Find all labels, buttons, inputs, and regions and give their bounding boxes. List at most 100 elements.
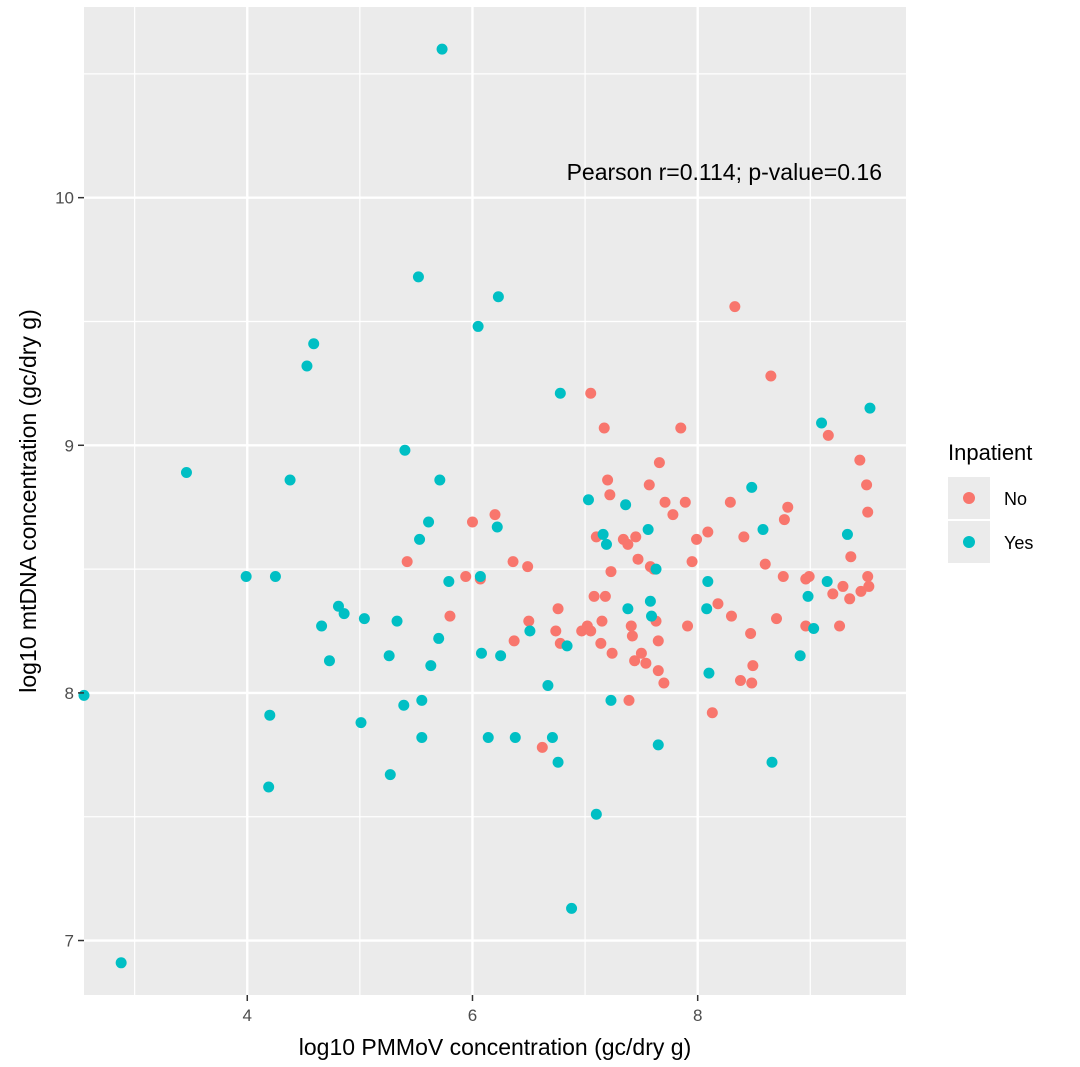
data-point-no [632,553,644,565]
data-point-no [854,454,866,466]
data-point-yes [509,731,521,743]
y-axis: 7 8 9 10 [55,189,84,951]
data-point-no [691,533,703,545]
data-point-yes [264,709,276,721]
data-point-no [598,422,610,434]
data-point-yes [284,474,296,486]
legend: Inpatient No Yes [948,440,1033,563]
data-point-yes [600,538,612,550]
data-point-no [706,707,718,719]
data-point-no [596,615,608,627]
data-point-yes [491,521,503,533]
data-point-no [635,647,647,659]
data-point-yes [433,632,445,644]
data-point-no [712,598,724,610]
data-point-yes [434,474,446,486]
data-point-yes [766,756,778,768]
data-point-no [652,635,664,647]
data-point-no [777,571,789,583]
data-point-yes [808,623,820,635]
data-point-yes [620,499,632,511]
data-point-no [653,457,665,469]
data-point-yes [180,467,192,479]
data-point-no [630,531,642,543]
data-point-no [682,620,694,632]
data-point-no [626,630,638,642]
data-point-no [702,526,714,538]
legend-label-yes: Yes [1004,533,1033,553]
legend-label-no: No [1004,489,1027,509]
data-point-yes [492,291,504,303]
data-point-no [844,593,856,605]
data-point-no [724,496,736,508]
data-point-yes [802,590,814,602]
data-point-no [629,655,641,667]
data-point-yes [436,43,448,55]
data-point-yes [391,615,403,627]
data-point-yes [474,571,486,583]
data-point-yes [425,660,437,672]
data-point-yes [416,694,428,706]
data-point-no [550,625,562,637]
data-point-no [585,387,597,399]
data-point-yes [323,655,335,667]
data-point-no [765,370,777,382]
data-point-no [623,694,635,706]
data-point-no [522,561,534,573]
data-point-yes [338,608,350,620]
data-point-yes [398,699,410,711]
data-point-no [599,590,611,602]
data-point-no [778,514,790,526]
data-point-yes [746,481,758,493]
data-point-yes [864,402,876,414]
data-point-yes [642,523,654,535]
data-point-no [725,610,737,622]
data-point-no [845,551,857,563]
data-point-no [863,580,875,592]
data-point-no [605,566,617,578]
legend-marker-yes [963,536,975,548]
data-point-yes [561,640,573,652]
data-point-yes [542,679,554,691]
data-point-no [585,625,597,637]
data-point-yes [301,360,313,372]
legend-title: Inpatient [948,440,1032,465]
data-point-yes [552,756,564,768]
y-tick-label: 8 [65,684,74,703]
data-point-no [822,429,834,441]
data-point-yes [554,387,566,399]
data-point-no [759,558,771,570]
data-point-yes [524,625,536,637]
data-point-yes [605,694,617,706]
data-point-yes [384,769,396,781]
annotation-pearson: Pearson r=0.114; p-value=0.16 [567,159,882,185]
data-point-no [604,489,616,501]
data-point-no [745,627,757,639]
data-point-yes [566,902,578,914]
data-point-yes [414,533,426,545]
major-gridlines [84,7,906,995]
data-point-yes [472,320,484,332]
data-point-yes [590,808,602,820]
x-axis-title: log10 PMMoV concentration (gc/dry g) [299,1034,691,1060]
data-point-no [729,301,741,313]
data-point-no [489,509,501,521]
data-point-no [466,516,478,528]
data-point-no [746,677,758,689]
data-point-no [861,479,873,491]
data-point-no [738,531,750,543]
data-point-yes [757,523,769,535]
data-point-no [679,496,691,508]
data-point-yes [816,417,828,429]
data-point-yes [263,781,275,793]
data-point-no [771,613,783,625]
data-point-no [602,474,614,486]
data-point-yes [316,620,328,632]
data-point-yes [646,610,658,622]
data-point-no [588,590,600,602]
data-point-no [862,506,874,518]
data-point-yes [652,739,664,751]
data-point-yes [269,571,281,583]
data-point-no [747,660,759,672]
data-point-yes [546,731,558,743]
